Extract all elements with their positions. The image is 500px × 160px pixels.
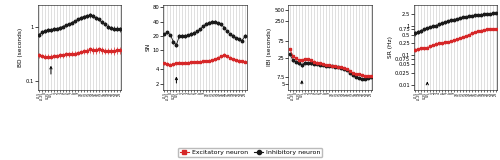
Y-axis label: BD (seconds): BD (seconds)	[18, 28, 23, 67]
Y-axis label: SR (Hz): SR (Hz)	[388, 36, 393, 58]
Legend: Excitatory neuron, Inhibitory neuron: Excitatory neuron, Inhibitory neuron	[178, 148, 322, 157]
Y-axis label: SN: SN	[145, 43, 150, 51]
Y-axis label: IBI (seconds): IBI (seconds)	[268, 28, 272, 66]
